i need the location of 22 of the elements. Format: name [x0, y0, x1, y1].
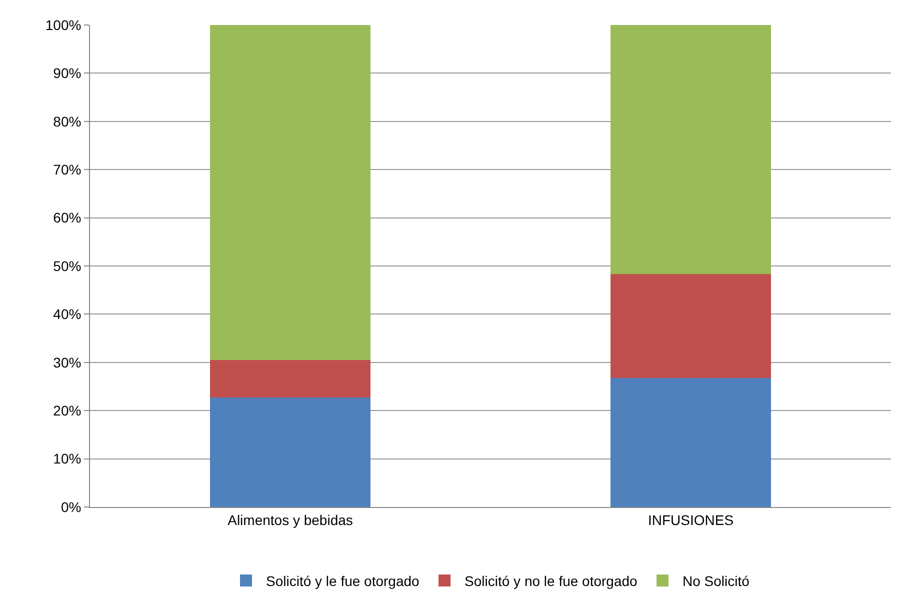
bar [610, 25, 771, 274]
bar [210, 360, 370, 398]
bar [210, 25, 370, 360]
y-tick-label: 0% [60, 498, 82, 515]
y-tick-label: 30% [53, 354, 82, 370]
y-tick-label: 90% [53, 65, 82, 82]
legend-label: No Solicitó [682, 572, 750, 589]
y-tick-label: 100% [45, 16, 82, 33]
y-tick-label: 40% [53, 306, 82, 322]
y-tick-label: 20% [53, 402, 82, 418]
x-tick-label: Alimentos y bebidas [228, 512, 353, 528]
bar [610, 378, 771, 507]
y-tick-label: 50% [53, 258, 82, 274]
x-tick-label: INFUSIONES [648, 512, 734, 528]
y-tick-label: 70% [53, 162, 82, 178]
bar [610, 274, 771, 378]
bar [210, 398, 370, 507]
y-tick-label: 10% [53, 450, 82, 467]
y-tick-label: 80% [53, 113, 82, 130]
legend-label: Solicitó y le fue otorgado [266, 572, 420, 589]
legend-label: Solicitó y no le fue otorgado [464, 572, 638, 589]
y-tick-label: 60% [53, 210, 82, 226]
